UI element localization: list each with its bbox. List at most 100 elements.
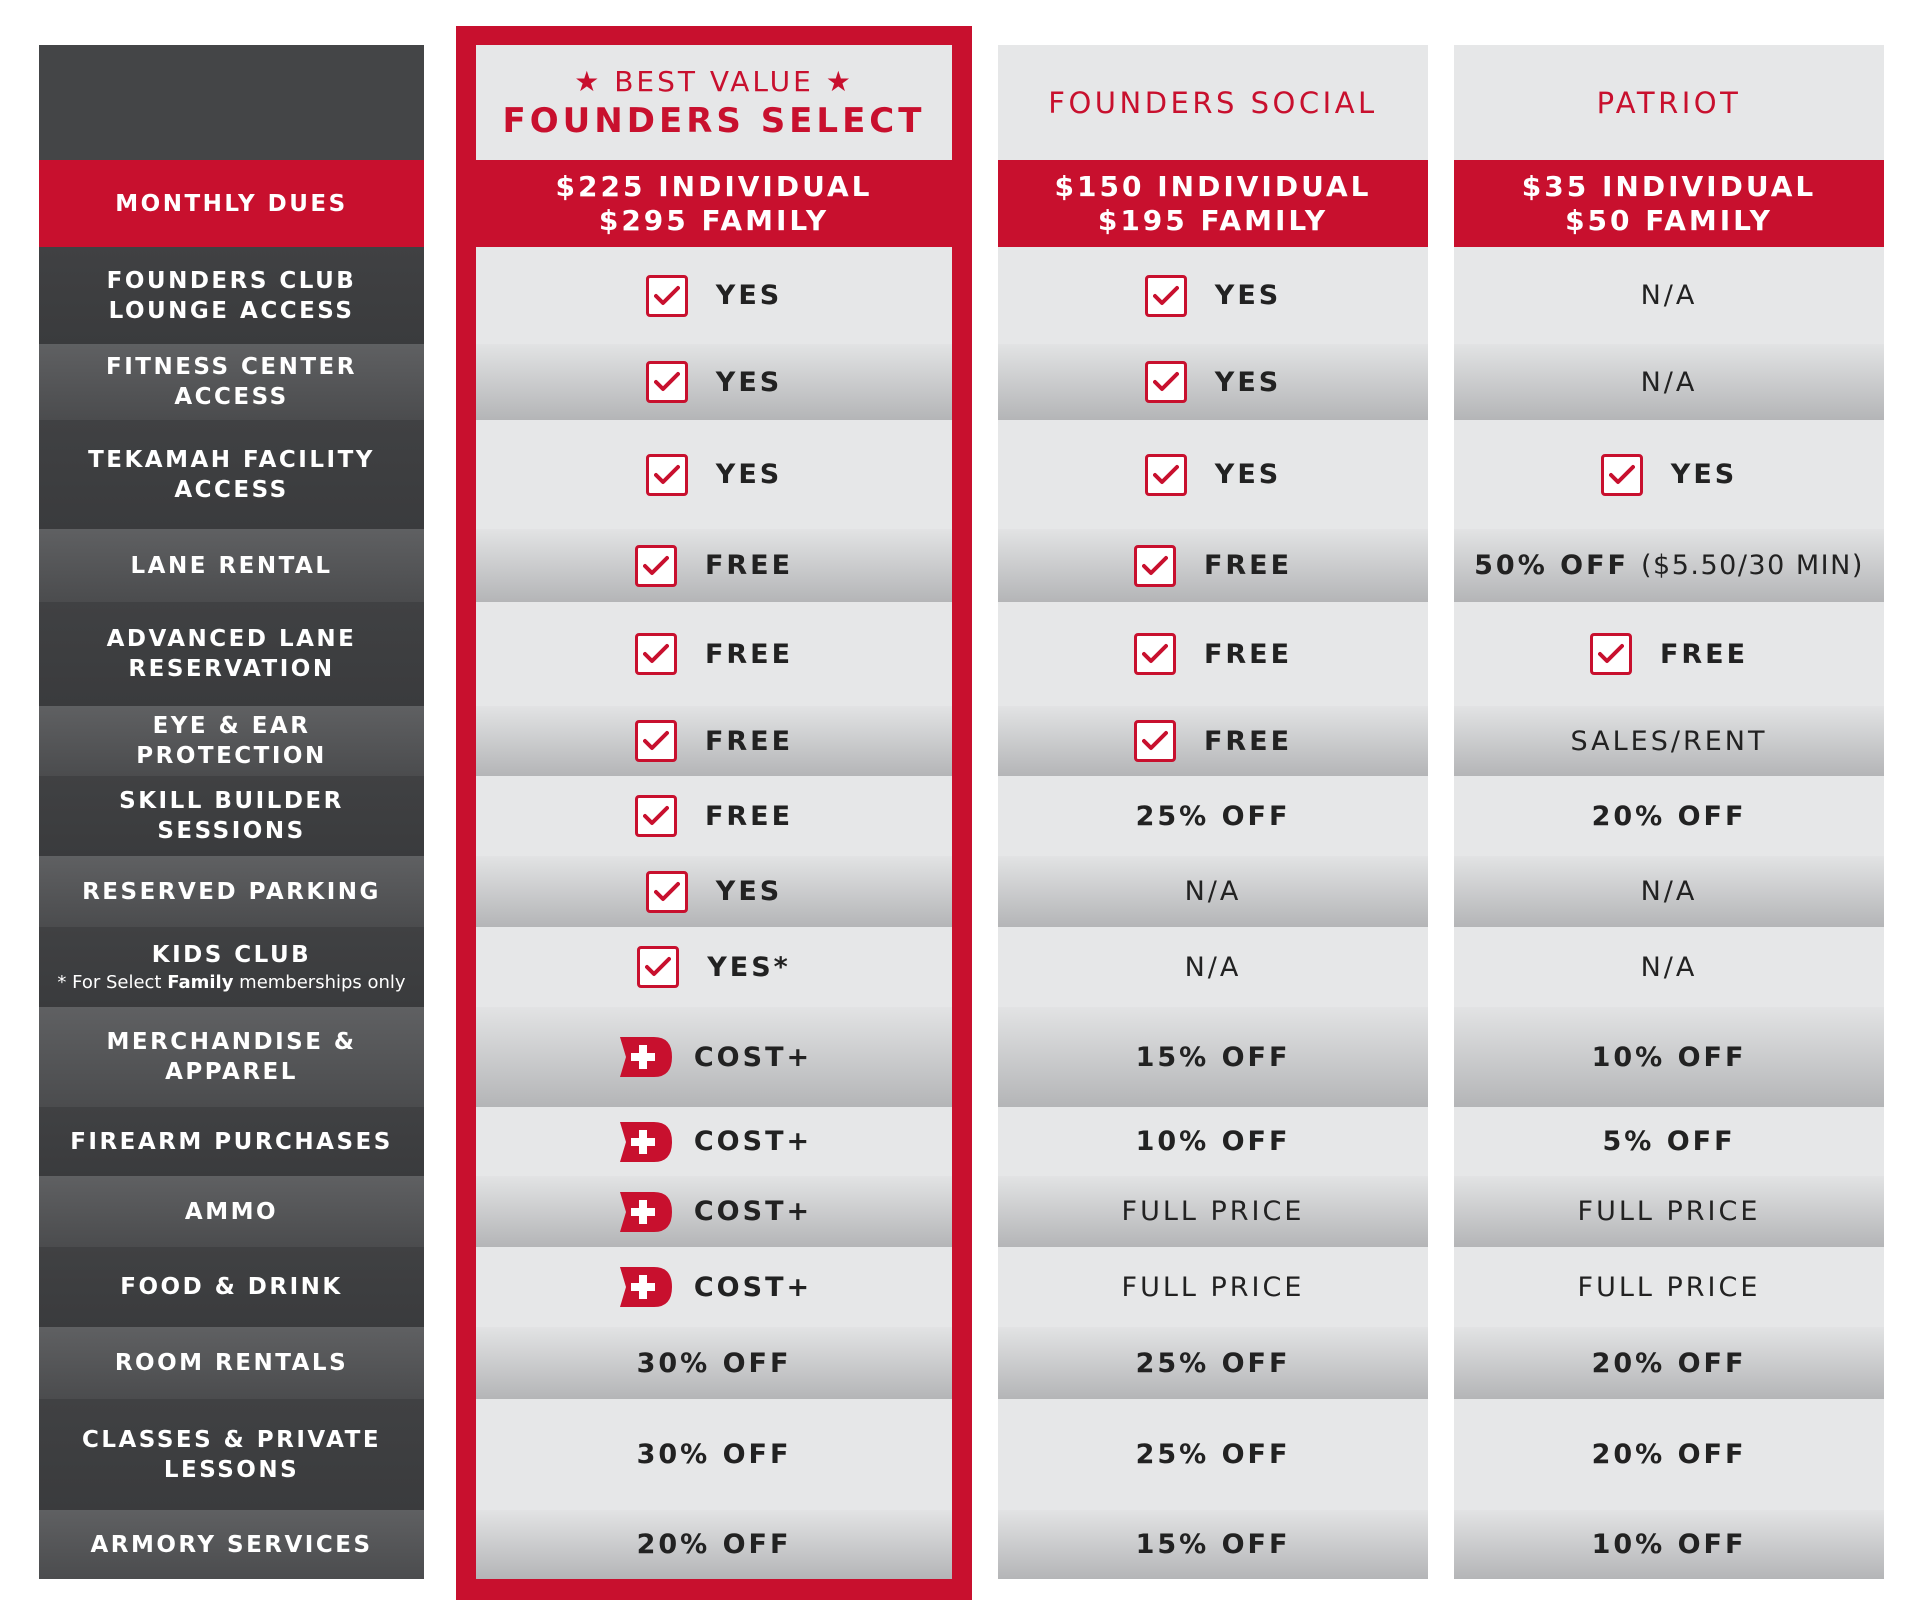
value-text: 50% OFF xyxy=(1474,550,1629,581)
feature-label-tekamah-facility-access: TEKAMAH FACILITY ACCESS xyxy=(39,420,424,529)
value-text: 25% OFF xyxy=(1135,1439,1291,1470)
checkbox-check-icon xyxy=(645,870,688,913)
value-cell-patriot-classes-and-private-lessons: 20% OFF xyxy=(1454,1399,1884,1510)
value-inner: 20% OFF xyxy=(1592,1348,1747,1379)
value-cell-patriot-founders-club-lounge-access: N/A xyxy=(1454,247,1884,344)
feature-label-wrap: FOOD & DRINK xyxy=(120,1272,342,1302)
kids-club-note: * For Select Family memberships only xyxy=(57,972,405,994)
value-inner: 30% OFF xyxy=(637,1439,792,1470)
value-text: N/A xyxy=(1640,876,1698,907)
value-inner: FULL PRICE xyxy=(1122,1272,1305,1303)
value-text: N/A xyxy=(1640,951,1698,983)
feature-label-kids-club: KIDS CLUB * For Select Family memberships… xyxy=(39,927,424,1007)
feature-label-advanced-lane-reservation: ADVANCED LANE RESERVATION xyxy=(39,602,424,706)
value-inner: 50% OFF ($5.50/30 MIN) xyxy=(1474,550,1864,581)
feature-label-food-and-drink: FOOD & DRINK xyxy=(39,1247,424,1327)
value-text: FULL PRICE xyxy=(1577,1271,1761,1303)
value-inner: 30% OFF xyxy=(637,1348,792,1379)
value-inner: 25% OFF xyxy=(1136,1439,1291,1470)
feature-label-text: LANE RENTAL xyxy=(130,552,333,579)
feature-label-wrap: EYE & EAR PROTECTION xyxy=(53,711,410,771)
value-cell-patriot-food-and-drink: FULL PRICE xyxy=(1454,1247,1884,1327)
feature-label-text: SKILL BUILDER SESSIONS xyxy=(119,788,344,844)
feature-label-wrap: ARMORY SERVICES xyxy=(90,1530,372,1560)
value-cell-patriot-lane-rental: 50% OFF ($5.50/30 MIN) xyxy=(1454,529,1884,602)
value-text: YES xyxy=(715,459,783,490)
value-cell-founders-social-firearm-purchases: 10% OFF xyxy=(998,1107,1428,1176)
lane-rental-detail: ($5.50/30 MIN) xyxy=(1641,550,1864,581)
value-text: 10% OFF xyxy=(1591,1041,1747,1073)
value-text: YES xyxy=(1214,366,1282,398)
feature-label-text: ADVANCED LANE RESERVATION xyxy=(106,626,357,682)
value-cell-founders-social-lane-rental: FREE xyxy=(998,529,1428,602)
value-cell-founders-social-kids-club: N/A xyxy=(998,927,1428,1007)
value-inner: YES xyxy=(1600,453,1737,496)
feature-label-text: FOOD & DRINK xyxy=(120,1274,343,1300)
value-inner: N/A xyxy=(1185,952,1242,983)
value-inner: YES xyxy=(1144,274,1282,317)
feature-label-wrap: ROOM RENTALS xyxy=(115,1348,348,1378)
value-text: YES xyxy=(1214,459,1282,490)
feature-label-wrap: FOUNDERS CLUB LOUNGE ACCESS xyxy=(53,266,410,326)
value-inner: FREE xyxy=(1133,720,1292,762)
checkbox-check-icon xyxy=(634,795,677,837)
value-text: 20% OFF xyxy=(1591,1347,1747,1379)
value-inner: FREE xyxy=(634,720,793,762)
feature-label-text: MERCHANDISE & APPAREL xyxy=(106,1029,357,1085)
value-cell-patriot-reserved-parking: N/A xyxy=(1454,856,1884,927)
price-family: $195 FAMILY xyxy=(1097,203,1329,237)
cost-plus-icon xyxy=(616,1035,674,1079)
feature-label-text: FOUNDERS CLUB LOUNGE ACCESS xyxy=(106,267,357,324)
value-inner: YES xyxy=(1144,361,1282,403)
value-text: N/A xyxy=(1184,951,1242,983)
value-inner: N/A xyxy=(1185,876,1242,907)
value-cell-founders-select-ammo: COST+ xyxy=(476,1176,952,1247)
tier-header-patriot: PATRIOT xyxy=(1454,45,1884,160)
value-cell-founders-select-food-and-drink: COST+ xyxy=(476,1247,952,1327)
value-cell-founders-social-classes-and-private-lessons: 25% OFF xyxy=(998,1399,1428,1510)
feature-label-firearm-purchases: FIREARM PURCHASES xyxy=(39,1107,424,1176)
value-text: 20% OFF xyxy=(636,1529,792,1560)
tier-name: PATRIOT xyxy=(1596,85,1742,120)
value-text: N/A xyxy=(1640,366,1698,398)
feature-label-wrap: TEKAMAH FACILITY ACCESS xyxy=(53,445,410,505)
feature-label-classes-and-private-lessons: CLASSES & PRIVATE LESSONS xyxy=(39,1399,424,1510)
best-value-badge: ★ BEST VALUE ★ xyxy=(574,64,854,98)
tier-price-founders-select: $225 INDIVIDUAL $295 FAMILY xyxy=(476,160,952,247)
feature-label-merchandise-and-apparel: MERCHANDISE & APPAREL xyxy=(39,1007,424,1107)
value-cell-founders-social-eye-and-ear-protection: FREE xyxy=(998,706,1428,776)
value-inner: FREE xyxy=(634,633,793,675)
feature-label-wrap: ADVANCED LANE RESERVATION xyxy=(53,624,410,684)
value-cell-founders-select-advanced-lane-reservation: FREE xyxy=(476,602,952,706)
checkbox-check-icon xyxy=(1589,633,1632,675)
value-inner: 10% OFF xyxy=(1592,1529,1747,1560)
value-cell-founders-select-skill-builder-sessions: FREE xyxy=(476,776,952,856)
cost-plus-icon xyxy=(616,1265,674,1309)
value-text: 25% OFF xyxy=(1135,800,1291,832)
value-cell-founders-social-tekamah-facility-access: YES xyxy=(998,420,1428,529)
value-inner: SALES/RENT xyxy=(1571,726,1768,757)
feature-label-text: AMMO xyxy=(184,1198,279,1225)
value-cell-founders-select-eye-and-ear-protection: FREE xyxy=(476,706,952,776)
value-cell-founders-social-food-and-drink: FULL PRICE xyxy=(998,1247,1428,1327)
feature-label-wrap: FITNESS CENTER ACCESS xyxy=(53,352,410,412)
feature-label-text: FIREARM PURCHASES xyxy=(70,1128,393,1155)
value-text: YES xyxy=(1214,280,1282,311)
feature-label-wrap: FIREARM PURCHASES xyxy=(70,1127,393,1157)
value-inner: FULL PRICE xyxy=(1578,1196,1761,1227)
value-cell-founders-select-firearm-purchases: COST+ xyxy=(476,1107,952,1176)
value-text: COST+ xyxy=(693,1126,813,1157)
value-inner: FREE xyxy=(1589,633,1748,675)
value-inner: 15% OFF xyxy=(1136,1529,1291,1560)
value-inner: YES xyxy=(645,453,783,496)
checkbox-check-icon xyxy=(1133,633,1176,675)
value-cell-founders-social-founders-club-lounge-access: YES xyxy=(998,247,1428,344)
monthly-dues-text: MONTHLY DUES xyxy=(115,190,348,217)
kids-note-pre: * For Select xyxy=(57,972,168,993)
feature-label-wrap: RESERVED PARKING xyxy=(82,877,381,907)
value-cell-patriot-ammo: FULL PRICE xyxy=(1454,1176,1884,1247)
value-text: 30% OFF xyxy=(636,1347,792,1379)
feature-label-wrap: KIDS CLUB * For Select Family memberships… xyxy=(57,940,405,994)
value-cell-founders-social-room-rentals: 25% OFF xyxy=(998,1327,1428,1399)
monthly-dues-label: MONTHLY DUES xyxy=(39,160,424,247)
